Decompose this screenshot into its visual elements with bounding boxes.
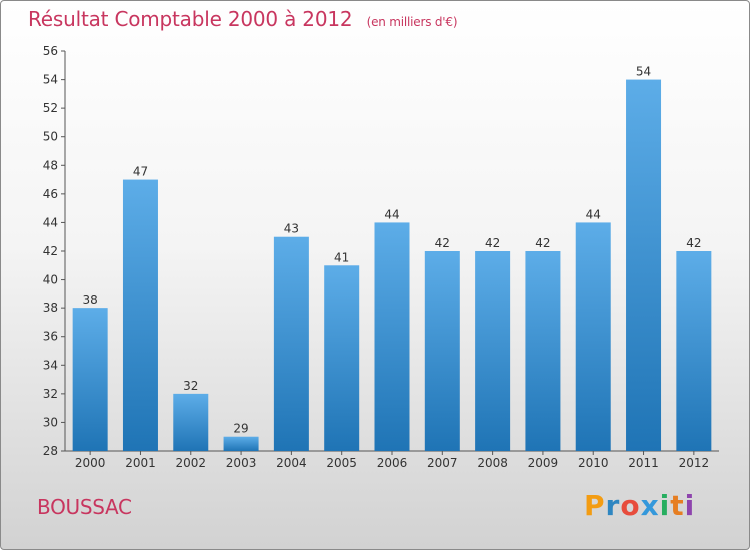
data-label: 42 — [535, 236, 550, 250]
y-tick-label: 48 — [43, 158, 58, 172]
x-tick-label: 2000 — [75, 456, 106, 470]
y-tick-label: 42 — [43, 244, 58, 258]
y-tick-label: 52 — [43, 101, 58, 115]
y-tick-label: 40 — [43, 273, 58, 287]
x-tick-label: 2007 — [427, 456, 458, 470]
logo-letter: i — [659, 489, 671, 522]
data-label: 54 — [636, 65, 651, 79]
bar — [676, 251, 712, 451]
bar — [374, 222, 410, 451]
axes: 28 30 32 34 36 38 40 42 44 46 48 50 52 54 56 2000 2001 20… — [43, 44, 719, 470]
x-tick-label: 2008 — [477, 456, 508, 470]
bars — [72, 79, 712, 452]
bar — [223, 436, 259, 451]
y-tick-label: 44 — [43, 215, 58, 229]
data-label: 42 — [485, 236, 500, 250]
bar — [324, 265, 360, 451]
logo-letter: r — [605, 489, 621, 522]
y-tick-label: 30 — [43, 415, 58, 429]
data-labels: 38 47 32 29 43 41 44 42 42 42 44 54 42 — [83, 65, 702, 436]
x-tick-label: 2005 — [326, 456, 357, 470]
x-tick-label: 2004 — [276, 456, 307, 470]
chart-title-text: Résultat Comptable 2000 à 2012 — [28, 7, 353, 31]
logo-letter: o — [620, 489, 641, 522]
chart-subtitle: (en milliers d'€) — [366, 15, 458, 29]
y-tick-label: 50 — [43, 130, 58, 144]
y-tick-label: 56 — [43, 44, 58, 58]
data-label: 42 — [435, 236, 450, 250]
data-label: 43 — [284, 222, 299, 236]
y-tick-label: 36 — [43, 330, 58, 344]
bar — [475, 251, 511, 451]
y-tick-label: 34 — [43, 358, 58, 372]
x-tick-label: 2002 — [175, 456, 206, 470]
logo-letter: x — [640, 489, 660, 522]
y-tick-label: 38 — [43, 301, 58, 315]
bar — [626, 79, 662, 452]
x-tick-label: 2003 — [226, 456, 257, 470]
logo-letter: P — [584, 489, 606, 522]
x-tick-label: 2010 — [578, 456, 609, 470]
bar — [72, 308, 108, 451]
chart-title: Résultat Comptable 2000 à 2012 (en milli… — [28, 7, 458, 31]
data-label: 29 — [233, 422, 248, 436]
y-tick-label: 28 — [43, 444, 58, 458]
logo-letter: i — [684, 489, 696, 522]
x-tick-label: 2001 — [125, 456, 156, 470]
data-label: 41 — [334, 250, 349, 264]
bar — [575, 222, 611, 451]
data-label: 44 — [586, 207, 601, 221]
data-label: 38 — [83, 293, 98, 307]
data-label: 44 — [384, 207, 399, 221]
data-label: 42 — [686, 236, 701, 250]
data-label: 32 — [183, 379, 198, 393]
x-tick-label: 2011 — [628, 456, 659, 470]
x-tick-label: 2009 — [528, 456, 559, 470]
data-label: 47 — [133, 165, 148, 179]
bar — [424, 251, 460, 451]
y-tick-label: 46 — [43, 187, 58, 201]
x-tick-label: 2012 — [679, 456, 710, 470]
commune-name: BOUSSAC — [37, 495, 132, 519]
proxiti-logo: Proxiti — [584, 489, 695, 522]
y-tick-label: 54 — [43, 73, 58, 87]
bar — [525, 251, 561, 451]
bar — [273, 236, 309, 451]
y-tick-label: 32 — [43, 387, 58, 401]
x-tick-label: 2006 — [377, 456, 408, 470]
logo-letter: t — [670, 489, 685, 522]
bar — [173, 393, 209, 451]
bar — [122, 179, 158, 452]
